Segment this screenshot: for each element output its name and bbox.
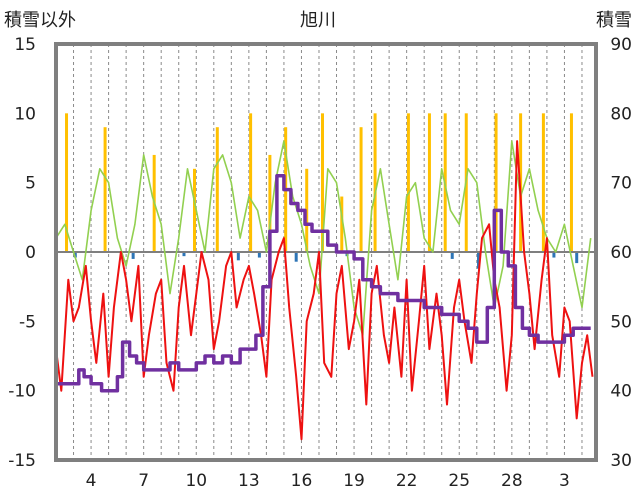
right-tick-label: 80: [610, 104, 632, 124]
right-tick-label: 70: [610, 174, 632, 194]
sunshine-bar: [373, 113, 377, 252]
snow_depth-line: [56, 173, 591, 393]
left-tick-label: -10: [8, 382, 36, 402]
precipitation-bar: [131, 252, 135, 259]
precipitation-bar: [236, 252, 240, 261]
sunshine-bar: [541, 113, 545, 252]
left-y-ticks: 15 10 5 0 -5 -10 -15: [8, 35, 36, 471]
right-tick-label: 40: [610, 382, 632, 402]
line-series: [55, 140, 594, 441]
precipitation-bar: [477, 252, 481, 269]
precipitation-bar: [73, 252, 77, 258]
sunshine-bar: [494, 113, 498, 252]
left-tick-label: 5: [25, 174, 36, 194]
right-tick-label: 30: [610, 451, 632, 471]
sunshine-bar: [215, 127, 219, 252]
x-tick-label: 4: [86, 471, 97, 491]
x-tick-label: 25: [448, 471, 470, 491]
chart-title: 旭川: [300, 10, 336, 31]
sunshine-bar: [320, 113, 324, 252]
left-tick-label: -15: [8, 451, 36, 471]
right-axis-label: 積雪: [596, 10, 632, 31]
left-tick-label: 10: [14, 104, 36, 124]
left-tick-label: -5: [19, 312, 36, 332]
right-tick-label: 50: [610, 312, 632, 332]
sunshine-bar: [65, 113, 69, 252]
sunshine-bar: [340, 196, 344, 252]
x-tick-label: 7: [138, 471, 149, 491]
x-tick-label: 16: [291, 471, 313, 491]
x-tick-label: 10: [185, 471, 207, 491]
x-tick-label: 13: [238, 471, 260, 491]
sunshine-bar: [569, 113, 573, 252]
x-tick-label: 19: [343, 471, 365, 491]
sunshine-bar: [359, 127, 363, 252]
left-axis-label: 積雪以外: [4, 10, 76, 31]
precipitation-bar: [257, 252, 261, 258]
precipitation-bar: [575, 252, 579, 264]
sunshine-bar: [249, 113, 253, 252]
precipitation-bar: [182, 252, 186, 257]
x-ticks: 4 7 10 13 16 19 22 25 28 3: [86, 471, 570, 491]
right-tick-label: 60: [610, 243, 632, 263]
left-tick-label: 15: [14, 35, 36, 55]
precipitation-bar: [294, 252, 298, 262]
sunshine-bar: [268, 154, 272, 252]
left-tick-label: 0: [25, 243, 36, 263]
sunshine-bar: [406, 113, 410, 252]
sunshine-bar: [427, 113, 431, 252]
precipitation-bar: [552, 252, 556, 258]
x-tick-label: 28: [501, 471, 523, 491]
x-tick-label: 22: [396, 471, 418, 491]
x-tick-label: 3: [559, 471, 570, 491]
plot-frame: [54, 42, 598, 462]
right-tick-label: 90: [610, 35, 632, 55]
right-y-ticks: 90 80 70 60 50 40 30: [610, 35, 632, 471]
sunshine-bar: [103, 127, 107, 252]
sunshine-bar: [193, 168, 197, 252]
precipitation-bar: [450, 252, 454, 259]
